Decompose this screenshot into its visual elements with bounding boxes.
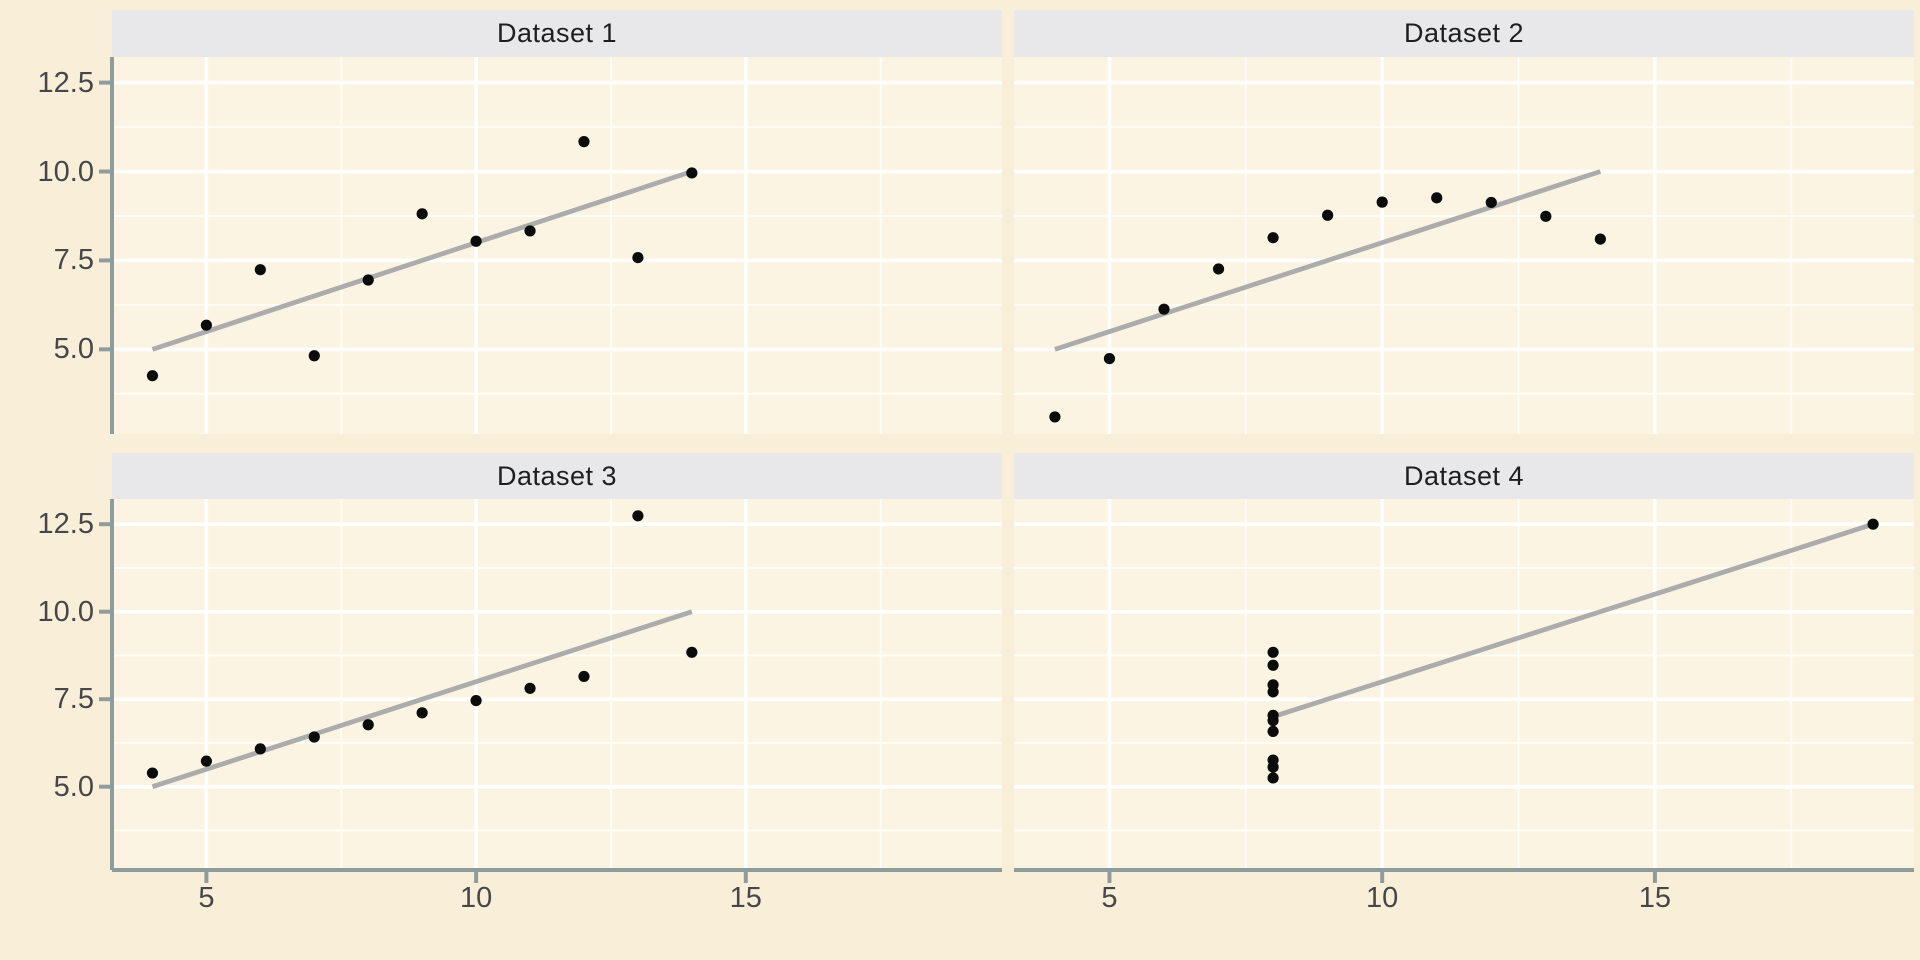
panel-dataset-4 <box>1014 499 1914 883</box>
scatter-plot-dataset-3 <box>99 499 1002 883</box>
x-tick-label: 10 <box>459 882 493 914</box>
facet-strip-dataset-2: Dataset 2 <box>1014 10 1914 57</box>
y-tick-label: 5.0 <box>53 333 94 366</box>
y-tick-label: 7.5 <box>53 683 94 716</box>
panel-dataset-2 <box>1014 57 1914 434</box>
facet-title-dataset-3: Dataset 3 <box>496 460 618 491</box>
y-tick-label: 12.5 <box>37 508 94 541</box>
y-tick-label: 5.0 <box>53 770 94 803</box>
x-tick-label: 5 <box>198 882 215 914</box>
facet-title-dataset-2: Dataset 2 <box>1403 18 1525 48</box>
facet-strip-dataset-4: Dataset 4 <box>1014 453 1914 499</box>
scatter-plot-dataset-2 <box>1014 57 1914 434</box>
y-tick-label: 10.0 <box>37 155 94 188</box>
y-tick-label: 12.5 <box>37 66 94 99</box>
x-tick-label: 5 <box>1101 882 1118 914</box>
x-tick-label: 15 <box>1638 882 1672 914</box>
x-tick-label: 10 <box>1366 882 1399 914</box>
x-tick-label: 15 <box>729 882 762 914</box>
panel-dataset-3 <box>99 499 1002 883</box>
scatter-plot-dataset-4 <box>1014 499 1914 883</box>
scatter-plot-dataset-1 <box>99 57 1002 434</box>
facet-strip-dataset-3: Dataset 3 <box>112 453 1002 499</box>
y-tick-label: 10.0 <box>37 595 94 628</box>
panel-dataset-1 <box>99 57 1002 434</box>
facet-title-dataset-4: Dataset 4 <box>1403 460 1525 491</box>
facet-strip-dataset-1: Dataset 1 <box>112 10 1002 57</box>
y-tick-label: 7.5 <box>53 244 94 277</box>
facet-title-dataset-1: Dataset 1 <box>496 18 618 48</box>
